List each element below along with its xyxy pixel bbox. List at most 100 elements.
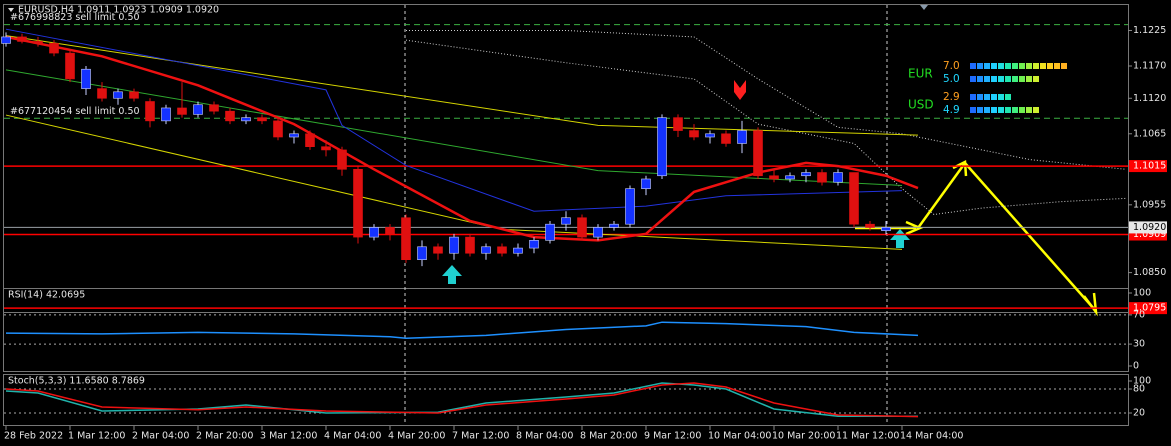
candle-body <box>273 120 283 138</box>
candle-body <box>97 88 107 99</box>
candle-body <box>241 117 251 122</box>
strength-segment <box>998 107 1004 113</box>
y-tick-label: 1.0850 <box>1133 267 1166 278</box>
candle-body <box>225 110 235 122</box>
strength-segment <box>1019 63 1025 69</box>
candle-body <box>481 246 491 254</box>
strength-bar <box>970 76 1039 82</box>
strength-value: 2.9 <box>943 91 960 103</box>
candle-body <box>1 36 11 44</box>
candle-body <box>161 107 171 122</box>
candle-body <box>769 175 779 180</box>
candle-body <box>49 43 59 54</box>
candle-body <box>465 236 475 254</box>
strength-segment <box>1033 63 1039 69</box>
panel-title: RSI(14) 42.0695 <box>8 290 85 301</box>
x-tick-label: 1 Mar 12:00 <box>68 431 125 442</box>
strength-segment <box>977 94 983 100</box>
strength-segment <box>1005 76 1011 82</box>
strength-segment <box>977 107 983 113</box>
candle-body <box>577 217 587 238</box>
x-tick-label: 8 Mar 04:00 <box>516 431 573 442</box>
candle-body <box>81 68 91 89</box>
candle-body <box>209 104 219 112</box>
candle-body <box>801 172 811 177</box>
candle-body <box>129 91 139 99</box>
y-tick-label: 100 <box>1133 288 1151 299</box>
strength-value: 7.0 <box>943 60 960 72</box>
candle-body <box>865 223 875 228</box>
candle-body <box>65 52 75 80</box>
candle-body <box>593 227 603 238</box>
strength-segment <box>1012 63 1018 69</box>
current-price-box <box>1129 221 1167 234</box>
indicator-line <box>5 321 919 340</box>
strength-value: 4.9 <box>943 104 960 116</box>
strength-segment <box>991 76 997 82</box>
candle-body <box>753 130 763 177</box>
strength-value: 5.0 <box>943 73 960 85</box>
candle-body <box>849 172 859 225</box>
strength-segment <box>1061 63 1067 69</box>
indicator-line <box>5 35 919 136</box>
strength-segment <box>1047 63 1053 69</box>
indicator-line <box>5 382 918 417</box>
candle-body <box>321 146 331 151</box>
candle-body <box>401 217 411 260</box>
candle-body <box>17 36 27 42</box>
candle-body <box>113 91 123 99</box>
x-tick-label: 2 Mar 04:00 <box>132 431 189 442</box>
strength-segment <box>1054 63 1060 69</box>
candle-body <box>737 130 747 144</box>
strength-segment <box>1012 76 1018 82</box>
level-label: 1.0795 <box>1133 303 1166 314</box>
strength-segment <box>970 63 976 69</box>
candle-body <box>177 107 187 115</box>
order-label: #677120454 sell limit 0.50 <box>10 106 140 117</box>
level-label-box <box>1129 160 1167 173</box>
y-tick-label: 80 <box>1133 384 1145 395</box>
candle-body <box>625 188 635 225</box>
indicator-line <box>5 28 903 212</box>
strength-bar <box>970 107 1039 113</box>
level-label: 1.0909 <box>1133 229 1166 240</box>
strength-segment <box>998 63 1004 69</box>
panel-title: Stoch(5,3,3) 11.6580 8.7869 <box>8 376 145 387</box>
strength-segment <box>977 63 983 69</box>
strength-segment <box>991 63 997 69</box>
candle-body <box>689 130 699 138</box>
y-tick-label: 1.1120 <box>1133 93 1166 104</box>
current-price-label: 1.0920 <box>1133 222 1166 233</box>
sell-signal-arrow <box>734 80 746 100</box>
x-tick-label: 11 Mar 12:00 <box>836 431 899 442</box>
candle-body <box>337 149 347 170</box>
shift-marker <box>920 5 928 10</box>
candle-body <box>721 133 731 144</box>
strength-segment <box>970 107 976 113</box>
x-tick-label: 3 Mar 12:00 <box>260 431 317 442</box>
candle-body <box>305 133 315 148</box>
indicator-line <box>5 69 903 186</box>
strength-segment <box>1012 107 1018 113</box>
y-tick-label: 70 <box>1133 309 1145 320</box>
strength-segment <box>1026 63 1032 69</box>
strength-segment <box>1040 63 1046 69</box>
candle-body <box>145 101 155 122</box>
strength-segment <box>1019 76 1025 82</box>
candle-body <box>817 172 827 183</box>
y-tick-label: 1.0955 <box>1133 199 1166 210</box>
x-tick-label: 7 Mar 12:00 <box>452 431 509 442</box>
candle-body <box>449 236 459 254</box>
strength-segment <box>984 107 990 113</box>
x-tick-label: 8 Mar 20:00 <box>580 431 637 442</box>
level-label: 1.1015 <box>1133 161 1166 172</box>
strength-segment <box>1019 107 1025 113</box>
currency-label: EUR <box>908 67 933 81</box>
x-tick-label: 9 Mar 12:00 <box>644 431 701 442</box>
strength-segment <box>1005 94 1011 100</box>
strength-segment <box>1033 107 1039 113</box>
strength-segment <box>1033 76 1039 82</box>
candle-body <box>657 117 667 177</box>
candle-body <box>609 223 619 228</box>
candle-body <box>545 223 555 241</box>
